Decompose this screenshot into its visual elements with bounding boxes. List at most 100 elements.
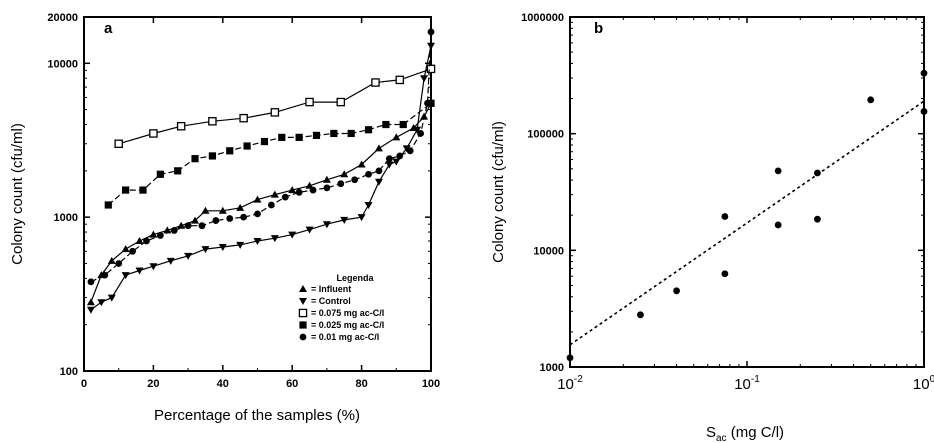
legend-marker — [299, 285, 307, 292]
data-point — [201, 246, 210, 254]
data-point — [270, 108, 280, 117]
panel-a-x-axis-label: Percentage of the samples (%) — [154, 407, 360, 424]
data-point — [364, 126, 373, 134]
data-point — [357, 214, 366, 222]
data-point — [420, 75, 429, 83]
data-point — [139, 186, 147, 194]
series-2 — [86, 42, 435, 314]
data-point — [121, 272, 130, 280]
data-point — [143, 237, 150, 245]
data-point — [149, 230, 158, 238]
data-point — [97, 299, 106, 307]
data-point — [357, 160, 366, 168]
data-point — [566, 354, 574, 362]
data-point — [364, 201, 373, 209]
data-point — [226, 215, 234, 222]
panel-b-label: b — [594, 20, 603, 37]
data-point — [374, 144, 383, 152]
data-point — [226, 147, 234, 155]
legend-marker — [299, 298, 307, 305]
data-point — [392, 158, 401, 166]
data-point — [121, 245, 130, 253]
data-point — [365, 170, 372, 178]
data-point — [135, 267, 144, 275]
data-point — [399, 120, 407, 129]
data-point — [814, 215, 821, 223]
data-point — [87, 278, 95, 286]
panel-a-y-ticks: 100 1000 10000 20000 — [47, 12, 431, 378]
legend-entry: = 0.075 mg ac-C/l — [311, 308, 384, 318]
data-point — [374, 178, 383, 186]
data-point — [253, 237, 262, 245]
legend-entry: = Influent — [311, 284, 351, 294]
panel-b: b Colony count (cfu/ml) Sac (mg C/l) 10-… — [490, 12, 934, 443]
y-tick-label: 1000 — [54, 212, 78, 224]
x-tick-label: 10-1 — [734, 374, 760, 393]
data-point — [385, 155, 393, 163]
data-point — [322, 221, 331, 229]
data-point — [340, 216, 349, 224]
data-point — [385, 161, 394, 169]
data-point — [239, 113, 248, 123]
x-tick-label: 10-2 — [557, 374, 583, 393]
y-tick-label: 10000 — [47, 58, 78, 70]
data-point — [270, 190, 279, 198]
data-point — [267, 201, 275, 209]
data-point — [312, 131, 321, 139]
data-point — [288, 231, 297, 239]
data-point — [396, 152, 404, 160]
data-point — [721, 213, 729, 220]
fit-line — [569, 100, 925, 346]
panel-b-y-ticks: 1000 10000 100000 1000000 — [521, 12, 924, 374]
data-point — [351, 176, 359, 184]
data-point — [191, 216, 200, 224]
panel-b-x-axis-label-main: S — [706, 424, 716, 441]
panel-a-label: a — [104, 20, 113, 37]
data-point — [156, 170, 164, 178]
data-point — [424, 99, 431, 107]
data-point — [270, 235, 279, 243]
data-point — [260, 137, 269, 146]
data-point — [114, 139, 123, 149]
data-point — [170, 227, 178, 234]
data-point — [166, 257, 175, 265]
data-point — [337, 180, 345, 188]
data-point — [236, 203, 245, 211]
data-point — [305, 226, 314, 234]
data-point — [427, 28, 435, 36]
y-tick-label: 10000 — [533, 245, 564, 257]
data-point — [243, 142, 251, 150]
data-point — [240, 213, 248, 221]
data-point — [920, 69, 928, 77]
series-5 — [87, 28, 435, 286]
data-point — [392, 133, 401, 141]
data-point — [330, 129, 338, 138]
data-point — [149, 263, 158, 271]
panel-a-legend: Legenda = Influent = Control = 0.075 mg ac… — [298, 273, 384, 342]
data-point — [122, 186, 130, 194]
data-point — [814, 169, 821, 177]
data-point — [382, 120, 390, 129]
legend-entry: = Control — [311, 296, 351, 306]
panel-b-y-axis-label: Colony count (cfu/ml) — [490, 121, 507, 263]
data-point — [867, 96, 875, 104]
data-point — [427, 42, 435, 50]
panel-b-x-ticks: 10-2 10-1 100 — [557, 17, 934, 393]
data-point — [198, 222, 206, 230]
data-point — [115, 260, 123, 267]
data-point — [253, 195, 262, 203]
data-point — [413, 126, 422, 134]
data-point — [309, 186, 317, 194]
data-point — [174, 167, 182, 175]
data-point — [426, 64, 436, 74]
data-point — [104, 201, 112, 209]
data-point — [637, 311, 644, 319]
panel-b-x-axis-label-sub: ac — [716, 433, 727, 443]
y-tick-label: 100000 — [527, 129, 564, 141]
data-point — [86, 298, 95, 306]
data-point — [208, 117, 217, 126]
data-point — [254, 210, 261, 218]
series-4 — [104, 99, 435, 209]
data-point — [156, 232, 164, 239]
